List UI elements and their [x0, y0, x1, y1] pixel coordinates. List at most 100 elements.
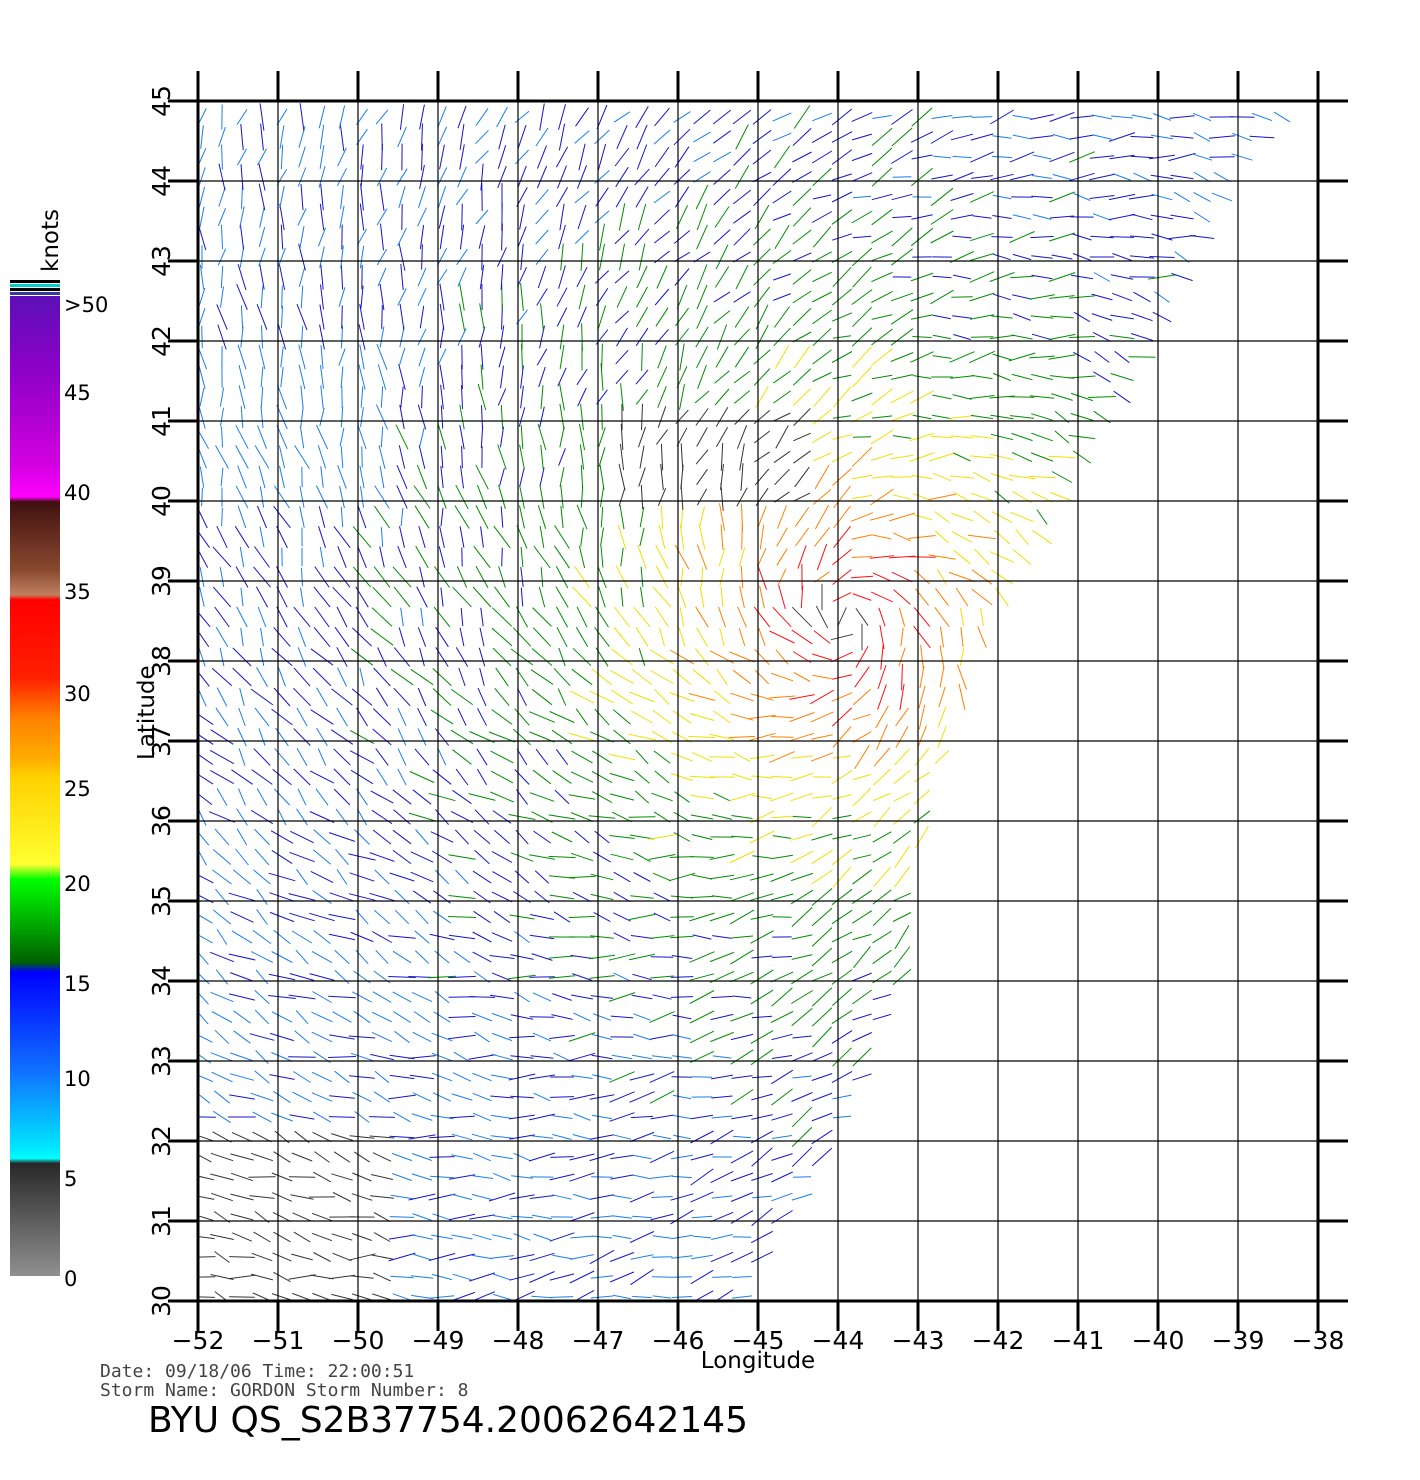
wind-vector	[319, 304, 325, 330]
wind-vector	[580, 243, 584, 271]
wind-vector	[814, 527, 830, 547]
wind-vector	[939, 645, 945, 669]
wind-vector	[431, 1273, 453, 1281]
wind-vector	[738, 547, 746, 567]
wind-vector	[812, 112, 832, 122]
wind-vector	[510, 1095, 534, 1099]
wind-vector	[910, 351, 934, 363]
wind-vector	[271, 1192, 293, 1202]
wind-vector	[715, 406, 729, 428]
wind-vector	[689, 713, 715, 721]
wind-vector	[772, 606, 792, 628]
wind-vector	[872, 889, 892, 905]
wind-vector	[871, 230, 893, 244]
wind-vector	[852, 933, 872, 941]
wind-vector	[376, 343, 388, 371]
wind-vector	[337, 147, 347, 167]
wind-vector	[530, 1055, 554, 1059]
wind-vector	[1054, 430, 1070, 444]
wind-vector	[971, 374, 993, 380]
wind-vector	[915, 588, 929, 606]
wind-vector	[574, 190, 590, 204]
wind-vector	[793, 672, 811, 682]
wind-vector	[891, 248, 913, 266]
wind-vector	[951, 296, 973, 298]
wind-vector	[1170, 135, 1194, 139]
wind-vector	[318, 526, 326, 548]
wind-vector	[655, 565, 669, 589]
wind-vector	[292, 1212, 312, 1222]
wind-vector	[253, 748, 271, 766]
wind-vector	[410, 851, 434, 863]
wind-vector	[689, 951, 715, 963]
wind-vector	[540, 567, 544, 587]
wind-vector	[657, 488, 667, 506]
wind-vector	[1170, 174, 1194, 180]
wind-vector	[750, 693, 774, 701]
wind-vector	[596, 104, 608, 130]
wind-vector	[318, 506, 326, 528]
wind-vector	[792, 151, 812, 163]
wind-vector	[1130, 155, 1154, 159]
wind-vector	[1031, 255, 1053, 259]
wind-vector	[1112, 253, 1132, 261]
wind-vector	[418, 347, 426, 367]
wind-vector	[472, 1112, 492, 1122]
wind-vector	[351, 1193, 373, 1201]
wind-vector	[695, 408, 709, 426]
wind-vector	[791, 907, 813, 927]
wind-vector	[214, 606, 230, 628]
wind-vector	[792, 207, 812, 227]
wind-vector	[535, 748, 549, 766]
wind-vector	[771, 1171, 793, 1183]
wind-vector	[1129, 255, 1155, 259]
wind-vector	[753, 187, 771, 207]
latitude-label: 33	[147, 1045, 176, 1077]
wind-vector	[771, 1192, 793, 1202]
wind-vector	[812, 674, 832, 680]
wind-vector	[1092, 134, 1112, 140]
wind-vector	[870, 488, 894, 506]
wind-vector	[338, 105, 346, 129]
wind-vector	[594, 270, 610, 284]
wind-vector	[730, 1192, 754, 1202]
wind-vector	[851, 534, 873, 540]
wind-vector	[293, 728, 311, 746]
wind-vector	[219, 567, 225, 587]
wind-vector	[356, 228, 368, 246]
wind-vector	[332, 1011, 352, 1023]
wind-vector	[393, 1111, 411, 1123]
wind-vector	[613, 932, 631, 942]
wind-vector	[671, 955, 693, 959]
wind-vector	[514, 769, 530, 785]
wind-vector	[273, 1231, 291, 1243]
wind-vector	[532, 769, 552, 785]
wind-vector	[636, 144, 648, 170]
wind-vector	[594, 830, 610, 844]
wind-vector	[594, 627, 610, 647]
wind-vector	[1048, 455, 1076, 459]
wind-vector	[930, 130, 954, 144]
wind-vector	[331, 688, 353, 706]
wind-vector	[460, 465, 464, 489]
wind-vector	[591, 770, 613, 784]
wind-vector	[336, 647, 348, 667]
wind-vector	[452, 1072, 472, 1082]
wind-vector	[909, 452, 935, 462]
wind-vector	[514, 110, 530, 124]
wind-vector	[240, 123, 244, 151]
colorbar-cap-2	[10, 284, 60, 287]
wind-vector	[852, 869, 872, 885]
wind-vector	[271, 647, 293, 667]
longitude-label: −43	[892, 1326, 945, 1355]
wind-vector	[250, 809, 274, 825]
wind-vector	[372, 708, 392, 726]
wind-vector	[399, 404, 405, 430]
wind-vector	[1049, 112, 1075, 122]
wind-vector	[471, 1012, 493, 1022]
wind-vector	[674, 791, 690, 803]
wind-vector	[673, 169, 691, 185]
wind-vector	[331, 1133, 353, 1141]
wind-vector	[581, 323, 583, 351]
wind-vector	[793, 492, 811, 502]
